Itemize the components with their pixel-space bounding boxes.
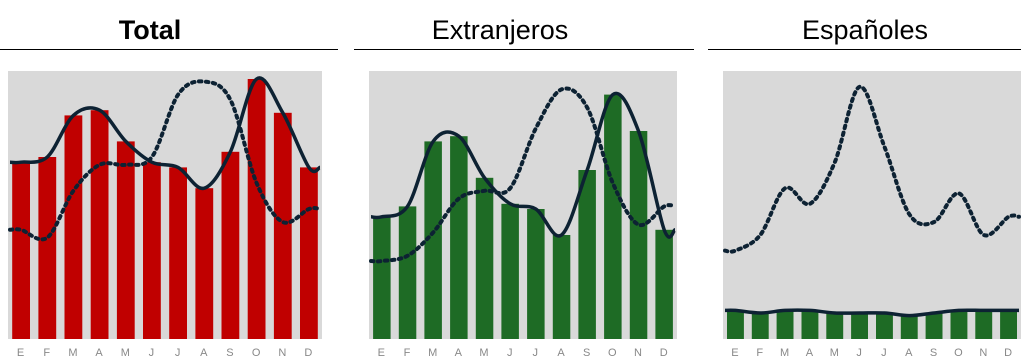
bar-S xyxy=(221,151,240,339)
dotted-line-series xyxy=(723,84,1021,254)
x-tick-label: E xyxy=(731,347,739,359)
bar-J xyxy=(169,167,187,339)
x-tick-label: D xyxy=(660,347,669,359)
bar-A xyxy=(90,110,109,339)
x-tick-label: S xyxy=(226,347,234,359)
bar-F xyxy=(751,313,769,339)
x-tick-label: N xyxy=(634,347,643,359)
bar-N xyxy=(975,310,993,339)
bar-E xyxy=(373,216,391,339)
title-rule-espanoles xyxy=(708,49,1021,50)
panel-title-total: Total xyxy=(118,15,182,45)
x-tick-label: M xyxy=(830,347,840,359)
bar-S xyxy=(925,313,943,339)
bar-O xyxy=(950,310,968,339)
dotted-line-series xyxy=(8,79,322,242)
bar-O xyxy=(247,79,266,339)
bar-N xyxy=(629,131,648,339)
x-tick-label: F xyxy=(404,347,412,359)
x-tick-label: N xyxy=(278,347,287,359)
x-tick-label: N xyxy=(979,347,988,359)
x-tick-label: S xyxy=(930,347,938,359)
x-tick-label: M xyxy=(479,347,489,359)
x-tick-label: O xyxy=(608,347,618,359)
solid-line-series xyxy=(9,76,321,190)
bar-A xyxy=(900,315,918,339)
bar-J xyxy=(527,209,545,339)
x-tick-label: F xyxy=(756,347,764,359)
bar-M xyxy=(475,177,494,339)
title-rule-extranjeros xyxy=(354,49,694,50)
bar-F xyxy=(38,157,57,339)
dotted-line-series xyxy=(369,86,677,264)
x-tick-label: M xyxy=(68,347,78,359)
x-tick-label: D xyxy=(1004,347,1013,359)
x-tick-label: A xyxy=(557,347,565,359)
bar-O xyxy=(604,94,622,339)
x-tick-label: J xyxy=(533,347,540,359)
solid-line-series xyxy=(724,308,1019,318)
plot-background xyxy=(8,71,322,339)
bar-D xyxy=(655,229,673,339)
panel-title-espanoles: Españoles xyxy=(801,15,929,45)
x-tick-label: O xyxy=(954,347,964,359)
x-tick-label: M xyxy=(780,347,790,359)
x-tick-label: S xyxy=(583,347,591,359)
panel-title-extranjeros: Extranjeros xyxy=(431,15,569,45)
x-tick-label: O xyxy=(252,347,262,359)
x-tick-label: E xyxy=(17,347,25,359)
bar-A xyxy=(552,235,571,339)
x-tick-label: J xyxy=(856,347,863,359)
bar-M xyxy=(424,141,442,339)
bar-F xyxy=(398,206,417,339)
bar-A xyxy=(450,136,468,339)
bar-S xyxy=(578,170,596,339)
x-tick-label: A xyxy=(455,347,463,359)
bar-M xyxy=(64,115,83,340)
bar-A xyxy=(801,310,819,339)
bar-N xyxy=(273,112,292,339)
bar-J xyxy=(143,162,161,339)
x-tick-label: A xyxy=(806,347,814,359)
bar-J xyxy=(876,313,893,339)
bar-A xyxy=(195,188,214,339)
x-tick-label: A xyxy=(905,347,913,359)
title-rule-total xyxy=(0,49,338,50)
bar-D xyxy=(1000,310,1017,339)
bar-E xyxy=(12,162,30,339)
bar-E xyxy=(727,310,744,339)
x-tick-label: A xyxy=(95,347,103,359)
bar-J xyxy=(501,203,519,339)
x-tick-label: J xyxy=(507,347,514,359)
x-tick-label: A xyxy=(200,347,208,359)
x-tick-label: J xyxy=(881,347,888,359)
solid-line-series xyxy=(370,91,677,239)
x-tick-label: J xyxy=(175,347,182,359)
x-tick-label: M xyxy=(428,347,438,359)
bar-J xyxy=(851,313,868,339)
bar-M xyxy=(776,310,794,339)
bar-M xyxy=(116,141,135,339)
x-tick-label: J xyxy=(149,347,156,359)
x-tick-label: E xyxy=(378,347,386,359)
x-tick-label: D xyxy=(304,347,313,359)
x-tick-label: F xyxy=(43,347,51,359)
bar-D xyxy=(300,167,318,339)
bar-M xyxy=(826,313,844,339)
x-tick-label: M xyxy=(121,347,131,359)
